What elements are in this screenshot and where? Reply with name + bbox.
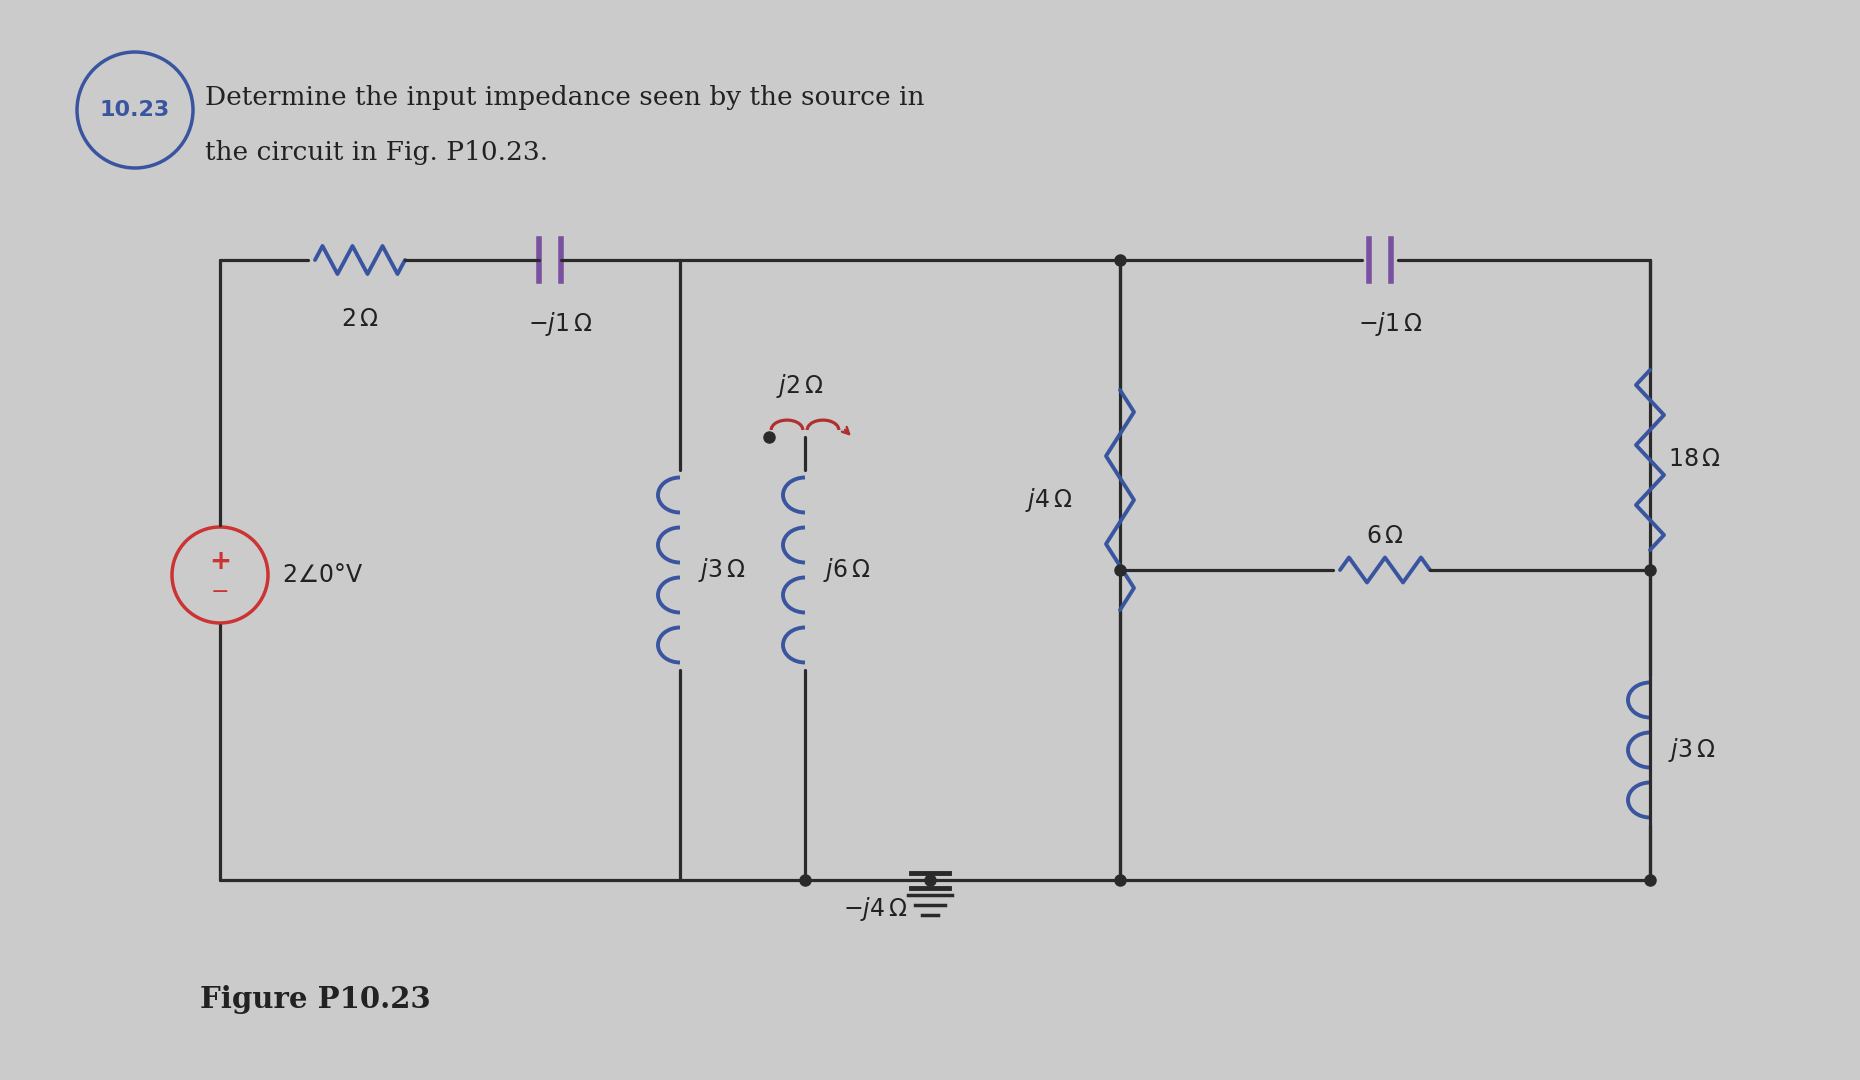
Text: $j4\,\Omega$: $j4\,\Omega$	[1025, 486, 1071, 514]
Text: $18\,\Omega$: $18\,\Omega$	[1668, 448, 1721, 472]
Text: $2\,\Omega$: $2\,\Omega$	[340, 308, 379, 330]
Text: $-j4\,\Omega$: $-j4\,\Omega$	[843, 895, 908, 923]
Text: Figure P10.23: Figure P10.23	[201, 985, 432, 1014]
Text: $6\,\Omega$: $6\,\Omega$	[1365, 525, 1404, 548]
Text: +: +	[208, 549, 231, 575]
Text: $-j1\,\Omega$: $-j1\,\Omega$	[1358, 310, 1423, 338]
Text: −: −	[210, 582, 229, 602]
Text: 10.23: 10.23	[100, 100, 169, 120]
Text: $j3\,\Omega$: $j3\,\Omega$	[698, 556, 746, 584]
Text: $-j1\,\Omega$: $-j1\,\Omega$	[528, 310, 591, 338]
Text: Determine the input impedance seen by the source in: Determine the input impedance seen by th…	[205, 85, 924, 110]
Text: $j3\,\Omega$: $j3\,\Omega$	[1668, 735, 1715, 764]
Text: $2\angle 0°\mathrm{V}$: $2\angle 0°\mathrm{V}$	[283, 564, 363, 586]
Text: $j6\,\Omega$: $j6\,\Omega$	[822, 556, 870, 584]
Text: the circuit in Fig. P10.23.: the circuit in Fig. P10.23.	[205, 139, 549, 164]
Text: $j2\,\Omega$: $j2\,\Omega$	[776, 372, 824, 400]
